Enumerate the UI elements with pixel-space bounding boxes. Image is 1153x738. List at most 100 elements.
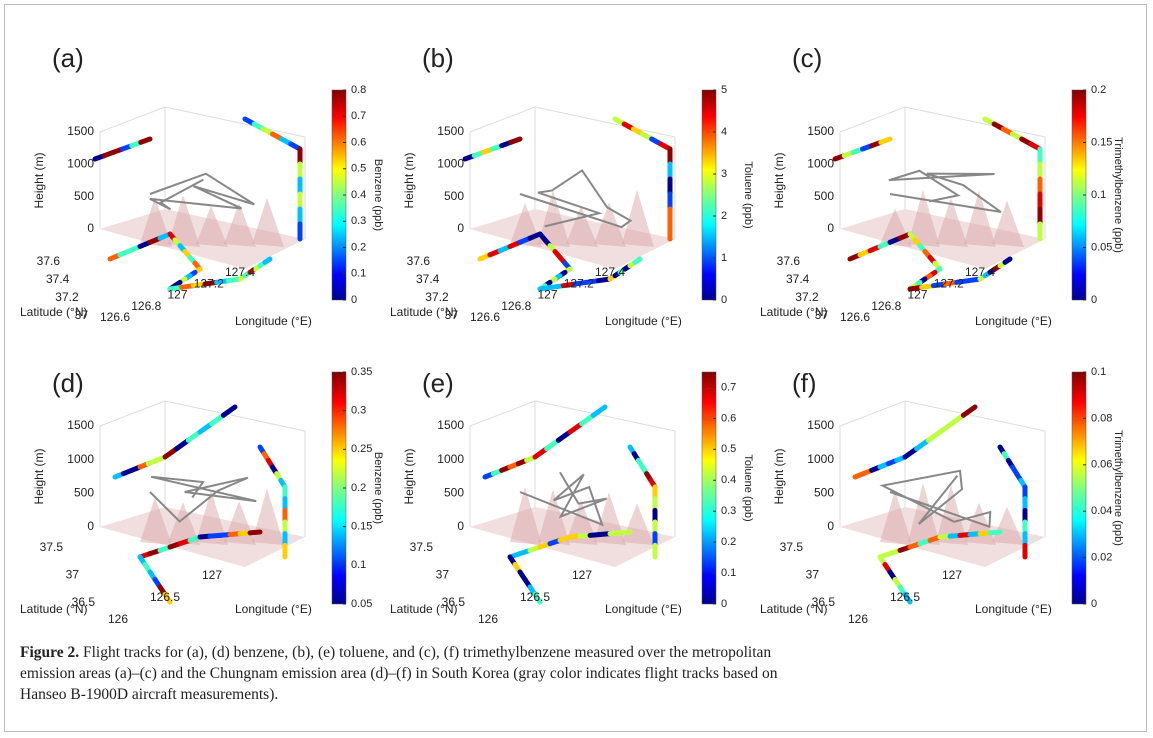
tick-label: 37 [436, 568, 450, 582]
tick-label: 1500 [67, 418, 94, 432]
tick-label: 37.4 [786, 272, 810, 286]
tick-label: 126.5 [150, 590, 180, 604]
tick-label: 0 [827, 221, 834, 235]
axis-title: Latitude (°N) [20, 305, 88, 319]
figure-panels: (a)Height (m)0500100015003737.237.437.6L… [20, 43, 1124, 626]
terrain-peak [992, 200, 1024, 247]
tick-label: 500 [814, 189, 834, 203]
tick-label: 126.8 [871, 299, 901, 313]
panel-label: (c) [792, 43, 822, 73]
terrain-peak [252, 197, 284, 247]
colorbar-tick-label: 0.4 [721, 474, 736, 486]
tick-label: 37.6 [37, 254, 61, 268]
tick-label: 37.5 [780, 540, 804, 554]
axis-box-line [99, 106, 166, 133]
tick-label: 1500 [807, 418, 834, 432]
terrain-peak [964, 190, 996, 247]
tick-label: 127 [907, 288, 927, 302]
panel-label: (f) [792, 368, 817, 398]
tick-label: 127.2 [194, 276, 224, 290]
colorbar-tick-label: 0.5 [721, 443, 736, 455]
terrain-peak [168, 194, 200, 247]
tick-label: 0 [457, 519, 464, 533]
axis-box-line [164, 400, 306, 432]
colorbar-tick-label: 0.08 [1091, 412, 1112, 424]
terrain-peak [936, 197, 968, 247]
tick-label: 0 [87, 221, 94, 235]
gray-track [519, 169, 633, 229]
axis-title: Latitude (°N) [20, 602, 88, 616]
colorbar-tick-label: 0 [721, 598, 727, 610]
tick-label: 0 [87, 519, 94, 533]
tick-label: 1500 [437, 418, 464, 432]
tick-label: 1000 [807, 157, 834, 171]
tick-label: 1000 [437, 157, 464, 171]
axis-title: Height (m) [772, 448, 786, 504]
panel-label: (d) [52, 368, 84, 398]
tick-label: 500 [74, 486, 94, 500]
colored-track [590, 404, 608, 418]
colorbar-title: Trimethylbenzene (ppb) [1112, 137, 1124, 253]
caption-label: Figure 2. [20, 644, 80, 661]
terrain-peak [880, 490, 912, 545]
colored-track [987, 529, 1003, 536]
colorbar-tick-label: 0.2 [721, 536, 736, 548]
tick-label: 1500 [67, 124, 94, 138]
axis-title: Height (m) [32, 448, 46, 504]
tick-label: 37 [806, 568, 820, 582]
tick-label: 127 [942, 568, 962, 582]
terrain-peak [992, 506, 1024, 545]
tick-label: 500 [444, 189, 464, 203]
colorbar-title: Benzene (ppb) [372, 159, 384, 231]
tick-label: 126.5 [520, 590, 550, 604]
tick-label: 127 [572, 568, 592, 582]
terrain-peak [622, 503, 654, 545]
axis-box-line [839, 400, 906, 427]
tick-label: 37.2 [425, 290, 449, 304]
gray-track [149, 172, 255, 211]
panel: (c) Height (m) 0 500 1000 1500 37 37.2 37.4 37.6 L… [760, 43, 1124, 328]
axis-title: Longitude (°E) [605, 314, 682, 328]
terrain-peak [594, 202, 626, 247]
terrain-peak [908, 190, 940, 247]
colored-track [902, 592, 913, 605]
axis-box-line [534, 106, 676, 138]
tick-label: 37.5 [410, 540, 434, 554]
tick-label: 127.4 [225, 265, 255, 279]
axis-box-line [839, 106, 906, 133]
colorbar-tick-label: 0.05 [1091, 241, 1112, 253]
tick-label: 37.4 [416, 272, 440, 286]
tick-label: 126.6 [470, 310, 500, 324]
colorbar-tick-label: 0.1 [351, 268, 366, 280]
axis-title: Height (m) [772, 152, 786, 208]
colorbar-tick-label: 0.06 [1091, 459, 1112, 471]
panel: (b) Height (m) 0 500 1000 1500 37 37.2 37.4 37.6 L… [390, 43, 754, 328]
tick-label: 127 [167, 288, 187, 302]
terrain-peak [252, 488, 284, 545]
colorbar-tick-label: 0.02 [1091, 552, 1112, 564]
figure-frame [4, 4, 1147, 732]
caption-line: emission areas (a)–(c) and the Chungnam … [20, 665, 778, 682]
axis-title: Height (m) [402, 448, 416, 504]
terrain-peak [510, 487, 542, 545]
colorbar-tick-label: 4 [721, 126, 727, 138]
colored-track [508, 136, 523, 145]
colorbar-tick-label: 0.1 [1091, 366, 1106, 378]
tick-label: 37.5 [40, 540, 64, 554]
terrain-peak [224, 202, 256, 247]
colorbar-tick-label: 0.7 [721, 381, 736, 393]
axis-title: Longitude (°E) [235, 314, 312, 328]
tick-label: 1500 [437, 124, 464, 138]
tick-label: 1000 [67, 157, 94, 171]
tick-label: 1500 [807, 124, 834, 138]
tick-label: 127.2 [564, 276, 594, 290]
colorbar-tick-label: 0.2 [351, 482, 366, 494]
tick-label: 36.5 [72, 595, 96, 609]
tick-label: 37 [66, 568, 80, 582]
terrain-peak [538, 190, 570, 247]
tick-label: 127.2 [934, 276, 964, 290]
tick-label: 37.6 [407, 254, 431, 268]
axis-title: Longitude (°E) [235, 602, 312, 616]
colorbar-tick-label: 0 [351, 294, 357, 306]
